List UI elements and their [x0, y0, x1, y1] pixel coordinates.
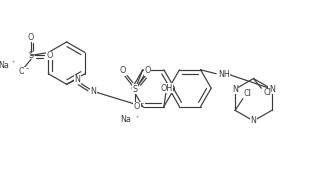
Text: $^{+}$: $^{+}$	[134, 115, 139, 120]
Text: N: N	[269, 85, 275, 94]
Text: Cl: Cl	[263, 88, 271, 97]
Text: N: N	[74, 75, 80, 84]
Text: Na: Na	[120, 115, 131, 124]
Text: NH: NH	[218, 70, 230, 79]
Text: $^{+}$: $^{+}$	[11, 60, 16, 65]
Text: $^{-}$: $^{-}$	[140, 102, 145, 107]
Text: N: N	[251, 116, 257, 125]
Text: O: O	[18, 67, 25, 76]
Text: $^{-}$: $^{-}$	[25, 67, 30, 72]
Text: O: O	[144, 66, 151, 75]
Text: N: N	[232, 85, 238, 94]
Text: N: N	[91, 87, 96, 96]
Text: S: S	[28, 51, 34, 60]
Text: O: O	[28, 33, 34, 42]
Text: Cl: Cl	[244, 89, 252, 98]
Text: O: O	[46, 51, 53, 60]
Text: S: S	[132, 85, 137, 94]
Text: O: O	[119, 66, 126, 75]
Text: O: O	[134, 102, 140, 111]
Text: OH: OH	[161, 84, 173, 93]
Text: Na: Na	[0, 60, 9, 70]
